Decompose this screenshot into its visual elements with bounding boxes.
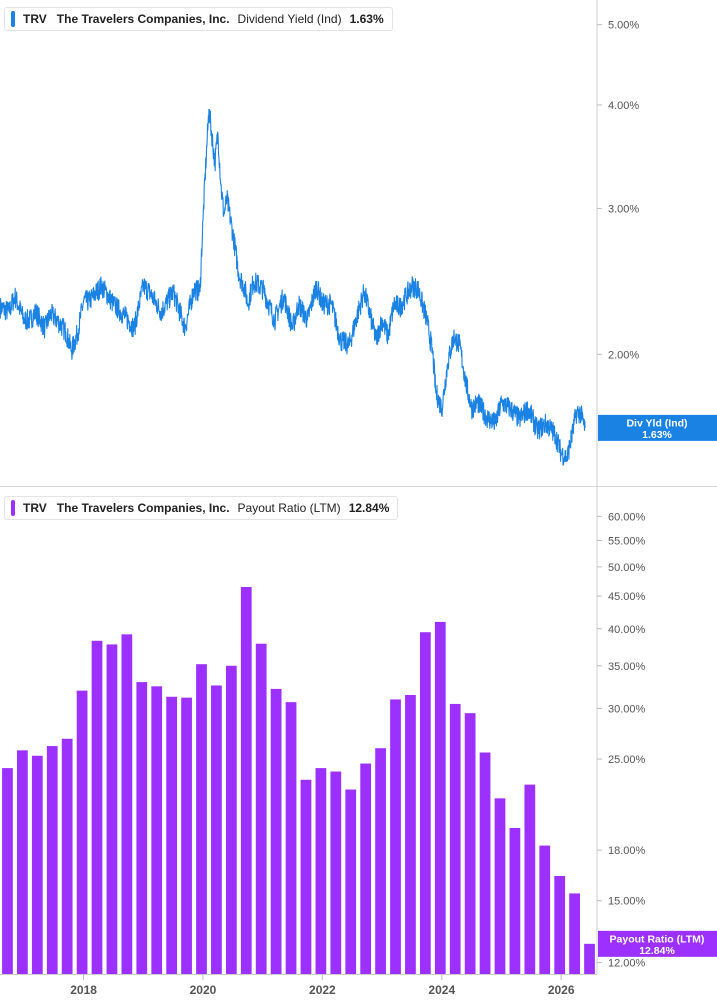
payout-bar xyxy=(211,685,222,974)
payout-bar xyxy=(554,875,566,974)
yield-flag-value: 1.63% xyxy=(642,429,672,441)
payout-bar xyxy=(449,703,461,974)
payout-bar xyxy=(494,798,506,974)
payout-bar xyxy=(524,784,536,974)
payout-bar xyxy=(31,755,43,974)
payout-bar xyxy=(419,632,431,974)
yield-line-group xyxy=(0,108,586,466)
payout-y-tick-label: 18.00% xyxy=(608,845,646,857)
payout-bar xyxy=(285,702,297,974)
payout-flag-value: 12.84% xyxy=(639,945,675,957)
payout-y-tick-label: 40.00% xyxy=(608,624,646,636)
payout-legend-value: 12.84% xyxy=(348,501,390,515)
yield-flag-label: Div Yld (Ind) xyxy=(626,417,687,429)
value-flags: Div Yld (Ind)1.63% Payout Ratio (LTM)12.8… xyxy=(598,414,717,957)
payout-bar xyxy=(479,752,491,974)
payout-bar xyxy=(315,768,327,974)
payout-y-tick-label: 12.00% xyxy=(608,958,646,970)
payout-legend-metric: Payout Ratio (LTM) xyxy=(237,501,341,515)
x-axis: 2018 2020 2022 2024 2026 xyxy=(70,974,575,997)
payout-bar xyxy=(181,697,192,974)
payout-bar xyxy=(225,665,237,974)
payout-legend-company: The Travelers Companies, Inc. xyxy=(56,501,230,515)
payout-bar xyxy=(106,644,118,974)
payout-bar xyxy=(121,634,133,974)
yield-legend-ticker: TRV xyxy=(23,12,47,26)
payout-bar xyxy=(255,643,267,974)
payout-bar xyxy=(360,763,372,974)
payout-y-tick-label: 60.00% xyxy=(608,511,646,523)
yield-legend: TRV The Travelers Companies, Inc. Divide… xyxy=(4,7,393,31)
payout-y-tick-label: 45.00% xyxy=(608,591,646,603)
x-tick-label: 2018 xyxy=(70,983,97,997)
yield-legend-swatch xyxy=(11,11,15,27)
payout-y-tick-label: 55.00% xyxy=(608,535,646,547)
x-tick-label: 2024 xyxy=(428,983,455,997)
payout-y-tick-label: 15.00% xyxy=(608,896,646,908)
payout-bar xyxy=(390,699,401,974)
payout-flag-label: Payout Ratio (LTM) xyxy=(610,933,705,945)
yield-legend-value: 1.63% xyxy=(349,12,384,26)
payout-bar xyxy=(136,682,148,974)
payout-bar xyxy=(330,771,342,974)
x-tick-label: 2020 xyxy=(190,983,217,997)
payout-legend: TRV The Travelers Companies, Inc. Payout… xyxy=(4,496,399,520)
payout-bar xyxy=(300,779,312,974)
payout-bar xyxy=(569,893,580,974)
yield-legend-company: The Travelers Companies, Inc. xyxy=(56,12,230,26)
payout-legend-swatch xyxy=(11,500,15,516)
yield-legend-metric: Dividend Yield (Ind) xyxy=(237,12,342,26)
yield-y-tick-label: 2.00% xyxy=(608,349,639,361)
payout-bar xyxy=(345,789,357,974)
payout-bar xyxy=(61,738,73,974)
payout-bar xyxy=(584,943,595,974)
payout-bar xyxy=(91,640,103,974)
payout-bar xyxy=(509,827,521,974)
payout-y-tick-label: 35.00% xyxy=(608,661,646,673)
payout-bar xyxy=(2,768,13,974)
x-tick-label: 2022 xyxy=(309,983,336,997)
payout-bar xyxy=(434,621,446,974)
payout-bars xyxy=(2,586,595,974)
payout-y-tick-label: 50.00% xyxy=(608,562,646,574)
yield-y-tick-label: 5.00% xyxy=(608,20,639,32)
yield-y-tick-label: 3.00% xyxy=(608,203,639,215)
payout-y-tick-label: 30.00% xyxy=(608,704,646,716)
payout-bar xyxy=(270,688,282,974)
payout-bar xyxy=(539,845,551,974)
payout-bar xyxy=(46,746,58,974)
x-tick-label: 2026 xyxy=(548,983,575,997)
yield-y-tick-label: 4.00% xyxy=(608,100,639,112)
yield-y-axis: 2.00% 3.00% 4.00% 5.00% xyxy=(597,20,639,361)
payout-bar xyxy=(151,686,163,974)
yield-line xyxy=(0,108,586,466)
yield-flag xyxy=(598,414,717,441)
payout-bar xyxy=(405,694,416,974)
payout-y-axis: 12.00% 15.00% 18.00% 25.00% 30.00% 35.00% 40.0… xyxy=(597,511,646,970)
payout-y-tick-label: 25.00% xyxy=(608,754,646,766)
payout-legend-ticker: TRV xyxy=(23,501,47,515)
payout-bar xyxy=(464,713,476,974)
payout-bar xyxy=(17,750,28,974)
payout-flag xyxy=(598,930,717,957)
payout-bar xyxy=(76,690,88,974)
payout-bar xyxy=(196,664,207,974)
payout-bar xyxy=(240,586,252,974)
payout-bar xyxy=(166,696,178,974)
payout-bar xyxy=(375,748,386,974)
